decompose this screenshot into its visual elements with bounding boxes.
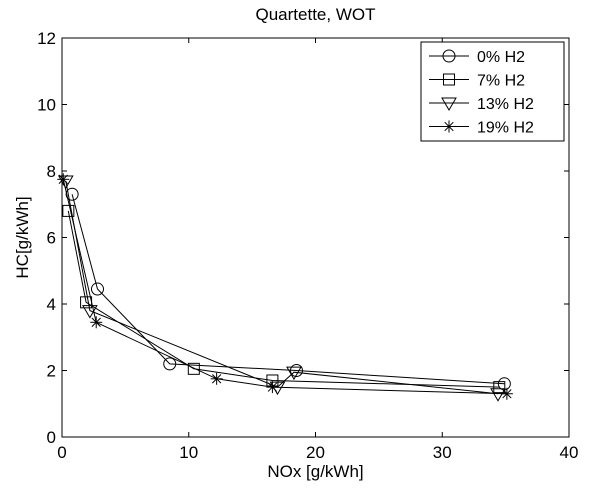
- data-point: [490, 388, 506, 402]
- legend-item: 0% H2: [429, 49, 525, 66]
- series-2: [57, 175, 506, 402]
- series-3: [57, 173, 513, 400]
- data-point: [57, 175, 74, 189]
- series-0: [65, 187, 511, 391]
- data-point: [90, 316, 103, 329]
- x-tick-label: 0: [57, 443, 66, 462]
- legend-item: 13% H2: [429, 96, 534, 113]
- data-point: [210, 372, 223, 385]
- data-point: [500, 387, 513, 400]
- x-tick-label: 10: [179, 443, 198, 462]
- legend-marker: [443, 120, 455, 133]
- x-tick-label: 40: [560, 443, 579, 462]
- y-tick-label: 4: [47, 295, 56, 314]
- legend-label: 7% H2: [477, 73, 525, 90]
- series-line: [65, 180, 499, 395]
- legend-item: 7% H2: [429, 73, 525, 90]
- series-line: [62, 179, 507, 395]
- y-tick-label: 12: [37, 29, 56, 48]
- legend-box: [420, 41, 565, 142]
- legend-marker: [442, 49, 456, 63]
- legend-item: 19% H2: [429, 120, 534, 137]
- legend-marker: [441, 97, 457, 111]
- data-point: [187, 362, 200, 375]
- x-axis-ticks: 0 10 20 30 40: [57, 38, 578, 462]
- series-layer: [57, 173, 513, 402]
- chart-title: Quartette, WOT: [256, 5, 376, 24]
- legend-label: 13% H2: [477, 96, 534, 113]
- legend-label: 19% H2: [477, 120, 534, 137]
- legend-marker: [443, 73, 455, 86]
- x-tick-label: 30: [433, 443, 452, 462]
- legend: 0% H2 7% H2 13% H2 19% H2: [420, 41, 565, 142]
- data-point: [493, 381, 506, 394]
- data-point: [163, 357, 177, 371]
- y-tick-label: 0: [47, 428, 56, 447]
- x-axis-title: NOx [g/kWh]: [267, 462, 363, 481]
- data-point: [289, 364, 303, 377]
- data-point: [57, 173, 70, 186]
- y-tick-label: 6: [47, 229, 56, 248]
- series-line: [67, 210, 500, 388]
- y-tick-label: 10: [37, 96, 56, 115]
- data-point: [65, 187, 79, 201]
- data-point: [286, 366, 302, 381]
- y-axis-title: HC[g/kWh]: [13, 196, 32, 278]
- data-point: [90, 282, 104, 296]
- data-point: [266, 381, 279, 394]
- series-line: [71, 194, 505, 385]
- y-tick-label: 2: [47, 362, 56, 381]
- y-tick-label: 8: [47, 162, 56, 181]
- legend-label: 0% H2: [477, 49, 525, 66]
- x-tick-label: 20: [306, 443, 325, 462]
- data-point: [62, 204, 75, 217]
- series-1: [62, 204, 506, 394]
- y-axis-ticks: 0 2 4 6 8 10 12: [37, 29, 569, 447]
